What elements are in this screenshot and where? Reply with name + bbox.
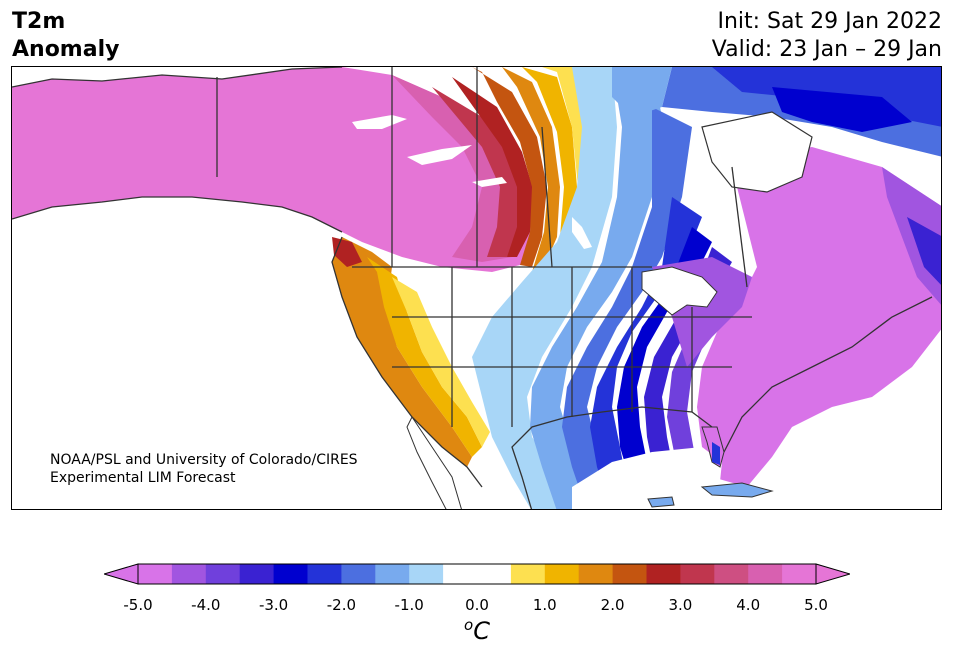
colorbar-cell [205, 564, 241, 584]
colorbar-tick-label: -1.0 [394, 596, 424, 614]
warm-region-west-coast [332, 237, 472, 467]
colorbar-cell [578, 564, 614, 584]
warm-region-northwest [12, 67, 537, 272]
credit-line1: NOAA/PSL and University of Colorado/CIRE… [50, 452, 358, 468]
title-line2: Anomaly [12, 37, 120, 62]
cold-trough [472, 67, 617, 509]
unit-superscript: o [464, 616, 474, 634]
date-info: Init: Sat 29 Jan 2022 Valid: 23 Jan – 29… [712, 8, 942, 64]
colorbar-cells [104, 563, 850, 585]
colorbar-cell [409, 564, 444, 584]
anomaly-map: NOAA/PSL and University of Colorado/CIRE… [11, 66, 942, 510]
colorbar-cell [510, 564, 546, 584]
colorbar-tick-label: 2.0 [600, 596, 625, 614]
colorbar-cell [477, 564, 512, 584]
colorbar-cell [646, 564, 681, 584]
map-title: T2m Anomaly [12, 8, 119, 64]
colorbar-cell [544, 564, 580, 584]
cold-region-east [697, 147, 941, 487]
title-line1: T2m [12, 9, 66, 34]
colorbar-ticks: -5.0 -4.0 -3.0 -2.0 -1.0 0.0 1.0 2.0 3.0 4.0 5.0 [0, 596, 953, 618]
colorbar-extend-high [815, 563, 850, 585]
colorbar-tick-label: 4.0 [736, 596, 761, 614]
credit-text: NOAA/PSL and University of Colorado/CIRE… [50, 451, 358, 487]
colorbar-cell [307, 564, 342, 584]
colorbar-cell [341, 564, 376, 584]
great-lakes [641, 266, 718, 316]
colorbar-cell [612, 564, 647, 584]
colorbar-cell [239, 564, 275, 584]
colorbar-tick-label: 0.0 [465, 596, 489, 614]
colorbar-cell [171, 564, 207, 584]
colorbar-cell [748, 564, 783, 584]
init-date: Init: Sat 29 Jan 2022 [717, 9, 942, 34]
colorbar-cell [375, 564, 410, 584]
colorbar-cell [782, 564, 817, 584]
unit-label: C [473, 617, 490, 645]
colorbar-tick-label: -3.0 [258, 596, 289, 614]
credit-line2: Experimental LIM Forecast [50, 470, 236, 486]
colorbar-tick-label: 3.0 [668, 596, 693, 614]
colorbar-tick-label: -5.0 [123, 596, 153, 614]
colorbar-cell [138, 564, 173, 584]
colorbar-cell [680, 564, 715, 584]
map-canvas [12, 67, 941, 509]
colorbar-tick-label: 1.0 [532, 596, 557, 614]
colorbar-tick-label: -2.0 [326, 596, 357, 614]
colorbar-tick-label: -4.0 [191, 596, 221, 614]
colorbar-cell [714, 564, 749, 584]
colorbar-outline [137, 563, 817, 585]
hudson-bay [701, 111, 813, 193]
gulf-of-mexico [572, 447, 722, 509]
colorbar-cell [273, 564, 308, 584]
borders [12, 67, 933, 509]
colorbar-unit: oC [464, 616, 490, 645]
colorbar [104, 563, 850, 585]
colorbar-extend-low [104, 563, 139, 585]
valid-range: Valid: 23 Jan – 29 Jan [711, 37, 942, 62]
colorbar-tick-label: 5.0 [804, 596, 828, 614]
colorbar-cell [443, 564, 478, 584]
